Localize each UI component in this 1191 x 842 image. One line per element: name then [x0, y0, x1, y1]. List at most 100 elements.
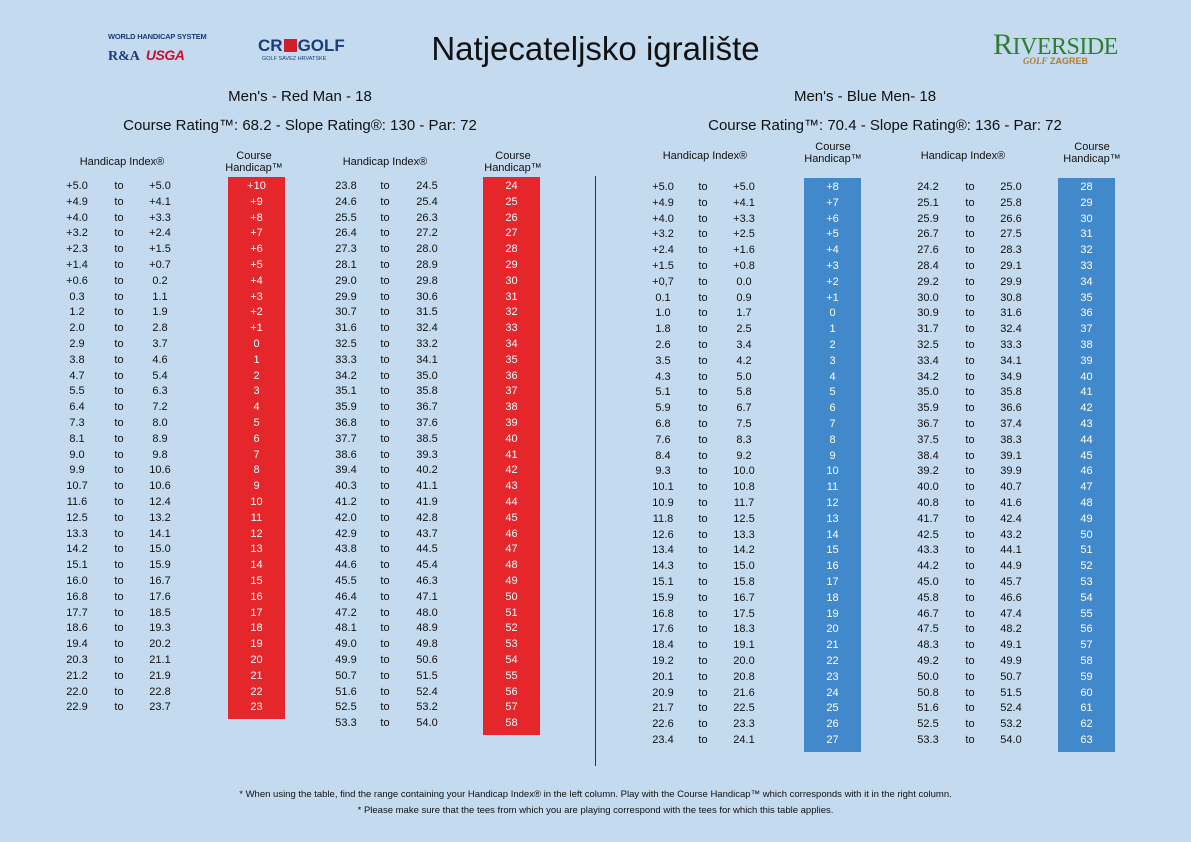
handicap-index-from: 27.6: [917, 244, 939, 257]
course-handicap-value: 30: [505, 274, 518, 287]
course-handicap-value: +8: [250, 211, 263, 224]
course-handicap-value: 18: [826, 591, 839, 604]
range-to-label: to: [965, 370, 975, 383]
usga-logo-text: USGA: [145, 47, 185, 63]
red-ch-header-left: Course Handicap™: [214, 150, 294, 174]
range-to-label: to: [965, 702, 975, 715]
course-handicap-value: +7: [250, 227, 263, 240]
course-handicap-value: 31: [505, 290, 518, 303]
course-handicap-value: 27: [505, 227, 518, 240]
course-handicap-value: 41: [505, 448, 518, 461]
handicap-index-to: 14.1: [149, 527, 171, 540]
course-handicap-value: 37: [1080, 323, 1093, 336]
handicap-index-to: 46.3: [416, 575, 438, 587]
range-to-label: to: [380, 543, 390, 556]
handicap-index-from: 53.3: [335, 717, 357, 730]
handicap-index-to: 5.8: [736, 386, 752, 399]
handicap-index-from: 40.0: [917, 481, 939, 494]
handicap-index-from: 37.7: [335, 432, 357, 445]
handicap-index-to: 12.4: [149, 496, 171, 508]
course-handicap-value: 5: [829, 386, 836, 399]
range-to-label: to: [380, 638, 390, 651]
handicap-index-from: +1.5: [652, 260, 674, 272]
course-handicap-value: 1: [253, 353, 260, 366]
handicap-index-from: +0,7: [652, 275, 674, 288]
course-handicap-value: 2: [829, 339, 836, 351]
range-to-label: to: [114, 511, 124, 524]
course-handicap-value: 13: [250, 543, 263, 556]
handicap-index-from: 30.0: [917, 291, 939, 304]
range-to-label: to: [380, 480, 390, 493]
handicap-index-to: 53.2: [1000, 718, 1022, 731]
range-to-label: to: [380, 527, 390, 540]
handicap-index-to: 15.9: [149, 559, 171, 572]
course-handicap-value: 32: [1080, 244, 1093, 257]
handicap-index-from: 32.5: [917, 339, 939, 351]
course-handicap-value: 49: [1080, 512, 1093, 525]
handicap-index-to: 33.3: [1000, 339, 1022, 351]
handicap-index-from: 2.0: [69, 322, 85, 335]
handicap-index-to: 3.7: [152, 338, 168, 350]
handicap-index-to: 8.9: [152, 432, 168, 445]
course-handicap-value: 12: [826, 497, 839, 509]
handicap-index-from: 0.3: [69, 290, 85, 303]
handicap-index-to: 54.0: [1000, 734, 1022, 746]
ch-header-line2: Handicap™: [484, 162, 542, 174]
course-handicap-value: +9: [250, 195, 263, 208]
course-handicap-value: 21: [826, 639, 839, 652]
handicap-index-from: 52.5: [917, 718, 939, 731]
handicap-index-to: 29.9: [1000, 275, 1022, 288]
range-to-label: to: [380, 385, 390, 398]
handicap-index-to: 42.4: [1000, 512, 1022, 525]
course-handicap-value: 28: [505, 243, 518, 256]
range-to-label: to: [698, 260, 708, 272]
handicap-index-to: 25.0: [1000, 181, 1022, 193]
handicap-index-to: 50.6: [416, 654, 438, 666]
course-handicap-value: 57: [1080, 639, 1093, 652]
range-to-label: to: [965, 228, 975, 241]
handicap-index-from: 51.6: [917, 702, 939, 715]
handicap-index-from: 2.9: [69, 338, 85, 350]
course-handicap-value: 56: [1080, 623, 1093, 636]
course-handicap-value: 24: [505, 180, 518, 192]
handicap-index-from: 25.1: [917, 196, 939, 209]
handicap-index-to: 51.5: [416, 669, 438, 682]
handicap-index-from: 47.2: [335, 606, 357, 619]
handicap-index-from: 2.6: [655, 339, 671, 351]
handicap-index-to: 45.4: [416, 559, 438, 572]
range-to-label: to: [114, 353, 124, 366]
handicap-index-to: 49.8: [416, 638, 438, 651]
course-handicap-value: 26: [826, 718, 839, 731]
range-to-label: to: [698, 702, 708, 715]
range-to-label: to: [114, 606, 124, 619]
course-handicap-value: 7: [829, 418, 836, 430]
range-to-label: to: [380, 590, 390, 603]
handicap-index-from: +1.4: [66, 259, 88, 271]
handicap-index-to: +4.1: [733, 196, 755, 209]
handicap-index-from: 1.8: [655, 323, 671, 336]
course-handicap-value: 33: [1080, 260, 1093, 272]
handicap-index-from: +4.9: [66, 195, 88, 208]
handicap-index-from: 33.3: [335, 353, 357, 366]
course-handicap-value: 23: [826, 670, 839, 683]
range-to-label: to: [114, 274, 124, 287]
handicap-index-from: 45.5: [335, 575, 357, 587]
handicap-index-to: 19.1: [733, 639, 755, 652]
range-to-label: to: [114, 290, 124, 303]
range-to-label: to: [698, 402, 708, 415]
red-hi-header-right: Handicap Index®: [342, 156, 428, 168]
croatian-golf-federation-logo: CR GOLF GOLF SAVEZ HRVATSKE: [258, 36, 345, 62]
course-handicap-value: 22: [826, 655, 839, 667]
range-to-label: to: [114, 480, 124, 493]
handicap-index-from: +3.2: [652, 228, 674, 241]
range-to-label: to: [114, 669, 124, 682]
range-to-label: to: [698, 655, 708, 667]
handicap-index-to: 47.1: [416, 590, 438, 603]
handicap-index-from: 29.9: [335, 290, 357, 303]
red-course-handicap-bar: [228, 177, 285, 720]
handicap-index-to: +5.0: [149, 180, 171, 192]
course-handicap-value: +4: [250, 274, 263, 287]
handicap-index-to: 31.5: [416, 306, 438, 319]
handicap-index-to: 54.0: [416, 717, 438, 730]
blue-ch-header-right: Course Handicap™: [1052, 141, 1132, 165]
